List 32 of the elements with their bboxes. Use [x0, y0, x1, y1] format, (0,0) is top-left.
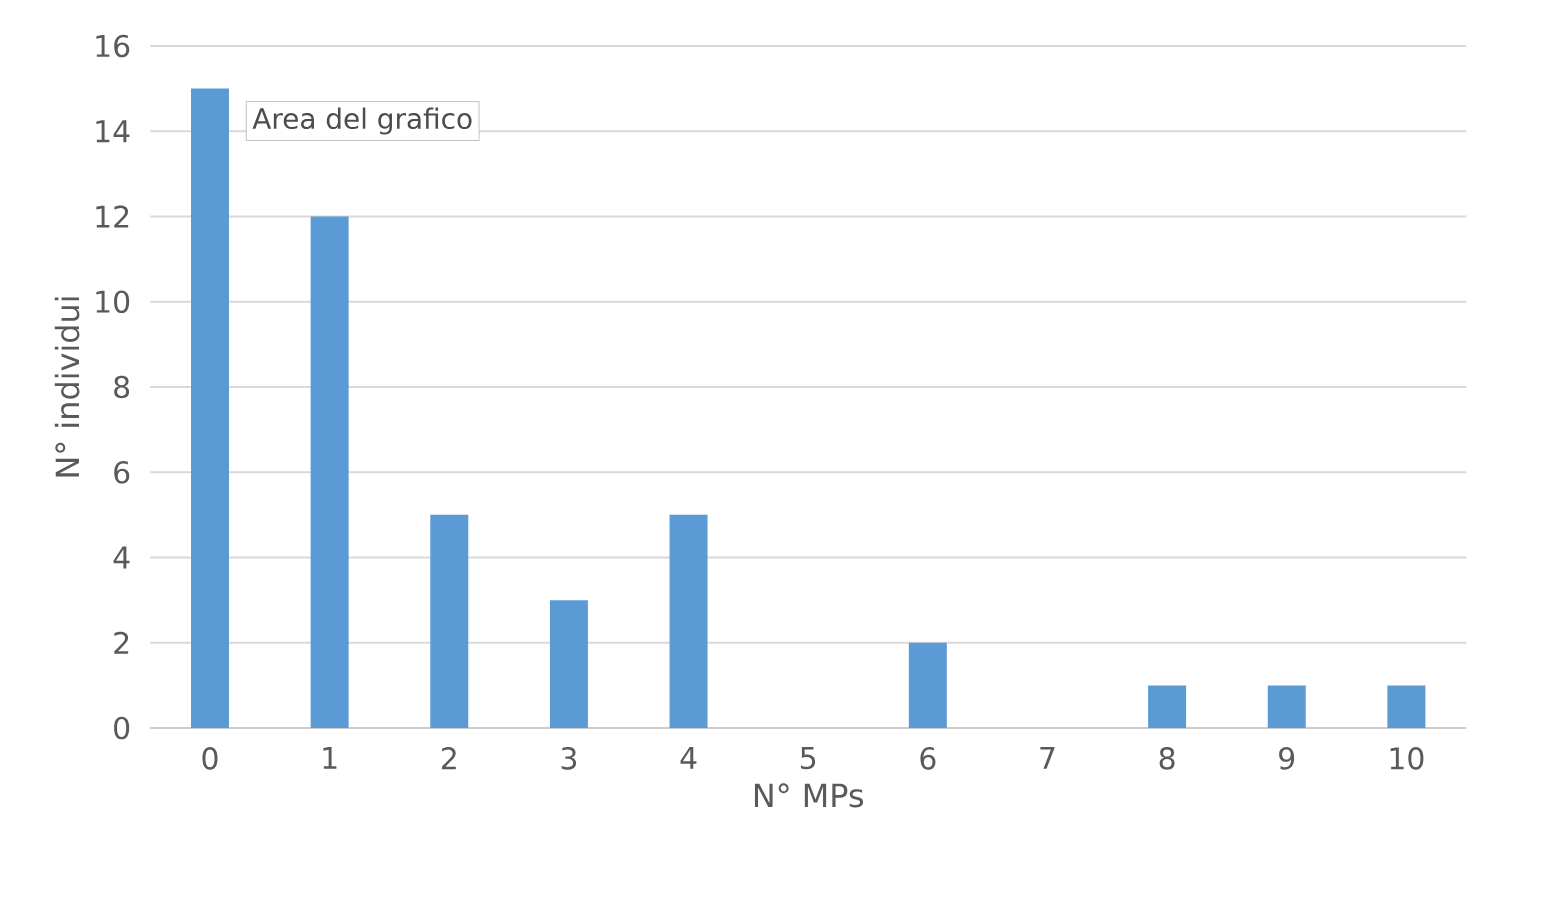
bar [669, 514, 708, 728]
annotation: Area del grafico [252, 107, 472, 135]
x-tick-label: 5 [801, 747, 816, 770]
x-tick-label: 1 [323, 747, 337, 769]
y-tick-label: 2 [114, 631, 129, 654]
bar [1148, 685, 1187, 728]
x-tick-label: 6 [920, 747, 936, 770]
x-axis-title: N° MPs [754, 783, 864, 808]
y-tick-label: 16 [96, 34, 130, 58]
x-tick-label: 3 [561, 747, 577, 770]
y-tick-label: 4 [113, 546, 130, 569]
y-tick-label: 12 [96, 205, 129, 228]
bar [549, 600, 588, 728]
bar [908, 642, 947, 728]
x-tick-label: 2 [441, 747, 456, 770]
y-tick-label: 10 [96, 290, 130, 314]
y-tick-label: 0 [114, 716, 130, 740]
bar [1387, 685, 1426, 728]
x-tick-label: 8 [1159, 747, 1175, 770]
bar [310, 216, 349, 728]
y-tick-label: 6 [114, 460, 130, 484]
y-tick-label: 14 [96, 120, 130, 143]
bar [191, 88, 229, 728]
bar [430, 514, 469, 728]
y-axis-title: N° individui [54, 297, 80, 477]
x-tick-label: 9 [1279, 747, 1295, 770]
x-tick-label: 10 [1390, 747, 1424, 770]
y-tick-label: 8 [114, 375, 130, 399]
x-tick-label: 7 [1040, 747, 1055, 769]
bar [1267, 685, 1306, 728]
x-tick-label: 0 [202, 747, 218, 770]
x-tick-label: 4 [680, 747, 697, 769]
